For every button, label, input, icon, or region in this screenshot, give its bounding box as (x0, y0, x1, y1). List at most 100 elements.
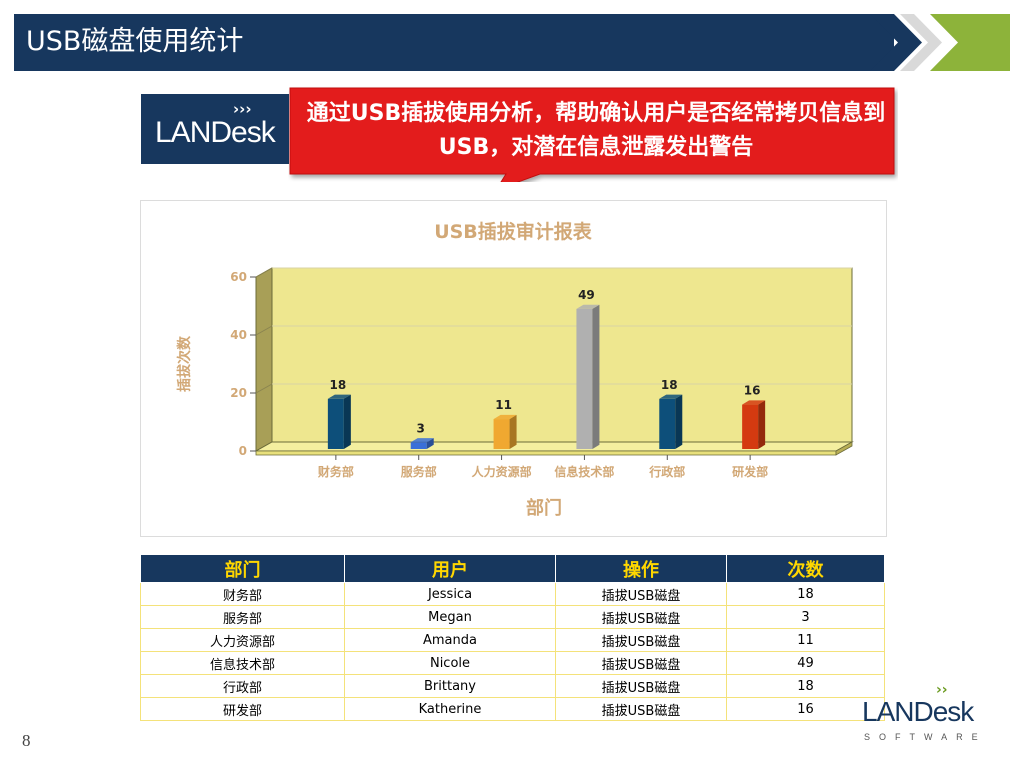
y-axis-ticks: 0 20 40 60 (230, 270, 256, 458)
table-header-row: 部门 用户 操作 次数 (140, 554, 885, 583)
column-header: 操作 (555, 554, 727, 583)
landesk-logo: ››› LANDesk (141, 94, 289, 164)
logo-subtitle: SOFTWARE (864, 732, 987, 742)
bar (410, 438, 434, 449)
column-header: 部门 (140, 554, 345, 583)
action-cell: 插拔USB磁盘 (555, 697, 727, 721)
user-cell: Katherine (344, 697, 556, 721)
y-tick-label: 0 (239, 444, 247, 458)
action-cell: 插拔USB磁盘 (555, 605, 727, 629)
header-bar: USB磁盘使用统计 (14, 14, 894, 71)
department-cell: 信息技术部 (140, 651, 345, 675)
bar-top (327, 394, 351, 399)
data-label: 11 (495, 398, 512, 412)
bar-side (675, 394, 683, 449)
user-cell: Megan (344, 605, 556, 629)
y-tick-label: 20 (230, 386, 247, 400)
y-axis-label: 插拔次数 (176, 335, 193, 392)
page-number: 8 (22, 731, 31, 750)
gridline-side (255, 325, 273, 336)
count-cell: 18 (726, 674, 885, 698)
x-axis-label: 部门 (526, 497, 562, 519)
bar-side (592, 304, 600, 449)
chart-title: USB插拔审计报表 (434, 220, 593, 243)
y-tick-label: 40 (230, 328, 247, 342)
count-cell: 16 (726, 697, 885, 721)
plot-floor-edge (835, 441, 853, 456)
bar-chart: USB插拔审计报表 插拔次数 部门 0 20 40 60 18 3 11 49 18 16 财务… (176, 220, 854, 519)
x-tick-label: 财务部 (317, 464, 354, 479)
data-label: 3 (417, 421, 425, 435)
action-cell: 插拔USB磁盘 (555, 651, 727, 675)
action-cell: 插拔USB磁盘 (555, 628, 727, 652)
bar (659, 394, 683, 449)
table-row: 行政部 Brittany 插拔USB磁盘 18 (140, 674, 885, 698)
bar-top (659, 394, 683, 399)
logo-arrows-icon: ›› (936, 682, 948, 698)
data-label: 49 (578, 288, 595, 302)
x-tick-label: 服务部 (401, 464, 437, 479)
chart-gridlines (255, 267, 852, 394)
department-cell: 服务部 (140, 605, 345, 629)
table-row: 研发部 Katherine 插拔USB磁盘 16 (140, 697, 885, 721)
x-axis-ticks: 财务部 服务部 人力资源部 信息技术部 行政部 研发部 (317, 455, 768, 479)
plot-floor-edge (255, 450, 837, 456)
bar (742, 400, 766, 449)
count-cell: 18 (726, 582, 885, 606)
chart-panel: USB插拔审计报表 插拔次数 部门 0 20 40 60 18 3 11 49 18 16 财务… (140, 200, 887, 537)
chart-bars: 18 3 11 49 18 16 (327, 288, 766, 449)
user-cell: Amanda (344, 628, 556, 652)
table-row: 服务部 Megan 插拔USB磁盘 3 (140, 605, 885, 629)
count-cell: 11 (726, 628, 885, 652)
table-row: 人力资源部 Amanda 插拔USB磁盘 11 (140, 628, 885, 652)
user-cell: Nicole (344, 651, 556, 675)
user-cell: Jessica (344, 582, 556, 606)
bar (576, 304, 600, 449)
bar-side (758, 400, 766, 449)
gridline-side (255, 383, 273, 394)
bar-side (426, 438, 434, 449)
bar-side (509, 414, 517, 449)
bar-top (742, 400, 766, 405)
x-tick-label: 信息技术部 (554, 464, 614, 479)
user-cell: Brittany (344, 674, 556, 698)
department-cell: 行政部 (140, 674, 345, 698)
x-tick-label: 研发部 (732, 464, 768, 479)
bar-front (659, 398, 676, 449)
table-row: 财务部 Jessica 插拔USB磁盘 18 (140, 582, 885, 606)
department-cell: 人力资源部 (140, 628, 345, 652)
count-cell: 3 (726, 605, 885, 629)
header-chevron-icon (870, 14, 1010, 71)
landesk-software-logo: ›› LANDesk SOFTWARE (862, 682, 992, 748)
column-header: 用户 (344, 554, 556, 583)
count-cell: 49 (726, 651, 885, 675)
gridline-side (255, 267, 273, 278)
logo-brand: LANDesk (155, 116, 276, 149)
bar (327, 394, 351, 449)
bar-front (493, 419, 510, 449)
bar-side (343, 394, 351, 449)
callout-text: 通过USB插拔使用分析，帮助确认用户是否经常拷贝信息到USB，对潜在信息泄露发出… (306, 101, 886, 160)
data-label: 16 (744, 384, 761, 398)
action-cell: 插拔USB磁盘 (555, 582, 727, 606)
bar-top (410, 438, 434, 443)
bar (493, 414, 517, 449)
bar-front (742, 404, 759, 449)
department-cell: 财务部 (140, 582, 345, 606)
logo-arrows-icon: ››› (233, 100, 252, 118)
y-tick-label: 60 (230, 270, 247, 284)
action-cell: 插拔USB磁盘 (555, 674, 727, 698)
bar-front (576, 308, 593, 449)
logo-brand: LANDesk (862, 696, 974, 727)
usage-table: 部门 用户 操作 次数 财务部 Jessica 插拔USB磁盘 18 服务部 M… (140, 554, 885, 721)
bar-top (493, 414, 517, 420)
callout-bubble (289, 87, 895, 182)
page-title: USB磁盘使用统计 (26, 26, 244, 57)
table-row: 信息技术部 Nicole 插拔USB磁盘 49 (140, 651, 885, 675)
plot-side-wall (255, 267, 273, 452)
data-label: 18 (661, 378, 678, 392)
bar-top (576, 304, 600, 309)
bar-front (410, 442, 427, 449)
column-header: 次数 (726, 554, 885, 583)
bar-front (327, 398, 344, 449)
